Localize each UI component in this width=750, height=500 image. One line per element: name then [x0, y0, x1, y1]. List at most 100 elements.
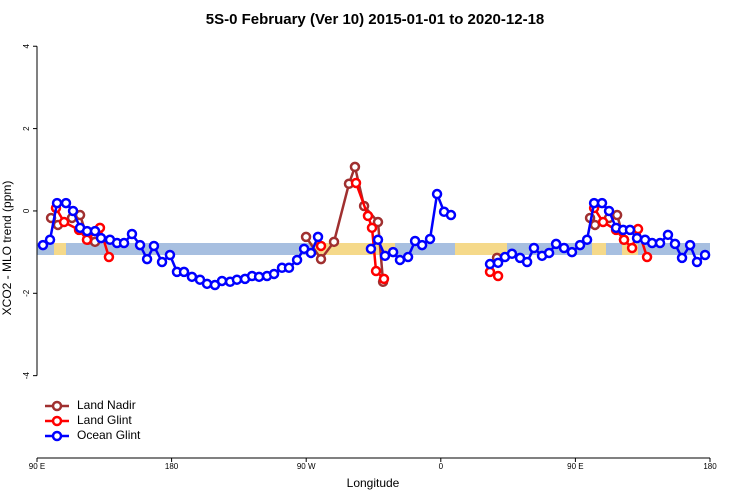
data-point: [283, 262, 295, 274]
data-point: [164, 249, 176, 261]
legend-label: Land Glint: [77, 413, 132, 427]
data-point: [312, 231, 324, 243]
data-point: [89, 225, 101, 237]
y-tick-label: -4: [22, 372, 31, 380]
legend-marker: [51, 415, 63, 427]
data-point: [676, 252, 688, 264]
legend-marker: [51, 430, 63, 442]
data-point: [626, 242, 638, 254]
data-point: [268, 268, 280, 280]
data-point: [543, 247, 555, 259]
data-point: [424, 233, 436, 245]
data-point: [603, 205, 615, 217]
data-point: [528, 242, 540, 254]
data-point: [126, 228, 138, 240]
data-point: [44, 234, 56, 246]
data-point: [684, 239, 696, 251]
data-point: [372, 234, 384, 246]
data-point: [216, 275, 228, 287]
data-point: [641, 251, 653, 263]
data-point: [156, 256, 168, 268]
data-point: [387, 246, 399, 258]
data-point: [550, 238, 562, 250]
data-point: [305, 247, 317, 259]
legend-label: Land Nadir: [77, 398, 136, 412]
data-point: [445, 209, 457, 221]
data-point: [669, 238, 681, 250]
data-point: [654, 237, 666, 249]
data-point: [365, 243, 377, 255]
data-point: [103, 251, 115, 263]
data-point: [95, 232, 107, 244]
data-point: [201, 278, 213, 290]
data-point: [492, 257, 504, 269]
data-point: [581, 234, 593, 246]
data-point: [141, 253, 153, 265]
x-axis-label: Longitude: [347, 476, 400, 490]
data-point: [60, 197, 72, 209]
data-point: [521, 256, 533, 268]
data-point: [558, 242, 570, 254]
data-point: [611, 209, 623, 221]
chart-title: 5S-0 February (Ver 10) 2015-01-01 to 202…: [206, 11, 545, 28]
data-point: [492, 270, 504, 282]
land-band: [592, 243, 606, 255]
y-tick-label: 2: [22, 126, 31, 131]
legend-marker: [51, 400, 63, 412]
data-point: [699, 249, 711, 261]
data-point: [372, 216, 384, 228]
land-band: [54, 243, 66, 255]
data-point: [484, 258, 496, 270]
data-point: [394, 254, 406, 266]
data-point: [67, 205, 79, 217]
data-point: [186, 271, 198, 283]
data-point: [431, 188, 443, 200]
x-tick-label: 180: [165, 462, 179, 471]
data-point: [134, 239, 146, 251]
data-point: [328, 236, 340, 248]
data-point: [51, 197, 63, 209]
y-tick-label: -2: [22, 289, 31, 297]
data-point: [362, 210, 374, 222]
data-point: [506, 248, 518, 260]
data-point: [315, 253, 327, 265]
data-point: [632, 223, 644, 235]
data-point: [291, 254, 303, 266]
series-line: [50, 162, 626, 282]
data-point: [416, 239, 428, 251]
legend-label: Ocean Glint: [77, 428, 141, 442]
data-point: [624, 224, 636, 236]
x-tick-label: 90 E: [29, 462, 45, 471]
data-point: [231, 274, 243, 285]
data-point: [178, 266, 190, 278]
data-point: [58, 216, 70, 228]
data-point: [370, 265, 382, 277]
data-point: [589, 219, 601, 231]
data-point: [148, 240, 160, 252]
land-band: [455, 243, 507, 255]
data-point: [402, 251, 414, 263]
y-axis-label: XCO2 - MLO trend (ppm): [0, 181, 14, 316]
data-point: [378, 273, 390, 285]
x-tick-label: 180: [703, 462, 717, 471]
data-point: [37, 239, 49, 251]
data-point: [691, 256, 703, 268]
data-point: [618, 234, 630, 246]
data-point: [118, 237, 130, 249]
x-tick-label: 90 E: [567, 462, 583, 471]
data-point: [662, 229, 674, 241]
y-tick-label: 4: [22, 43, 31, 48]
data-point: [574, 239, 586, 251]
data-point: [81, 234, 93, 246]
data-point: [596, 197, 608, 209]
data-point: [366, 222, 378, 234]
data-point: [349, 161, 361, 173]
x-tick-label: 90 W: [297, 462, 316, 471]
data-point: [300, 231, 312, 243]
data-point: [350, 177, 362, 189]
x-tick-label: 0: [439, 462, 444, 471]
series-line: [54, 182, 649, 280]
y-tick-label: 0: [22, 208, 31, 213]
